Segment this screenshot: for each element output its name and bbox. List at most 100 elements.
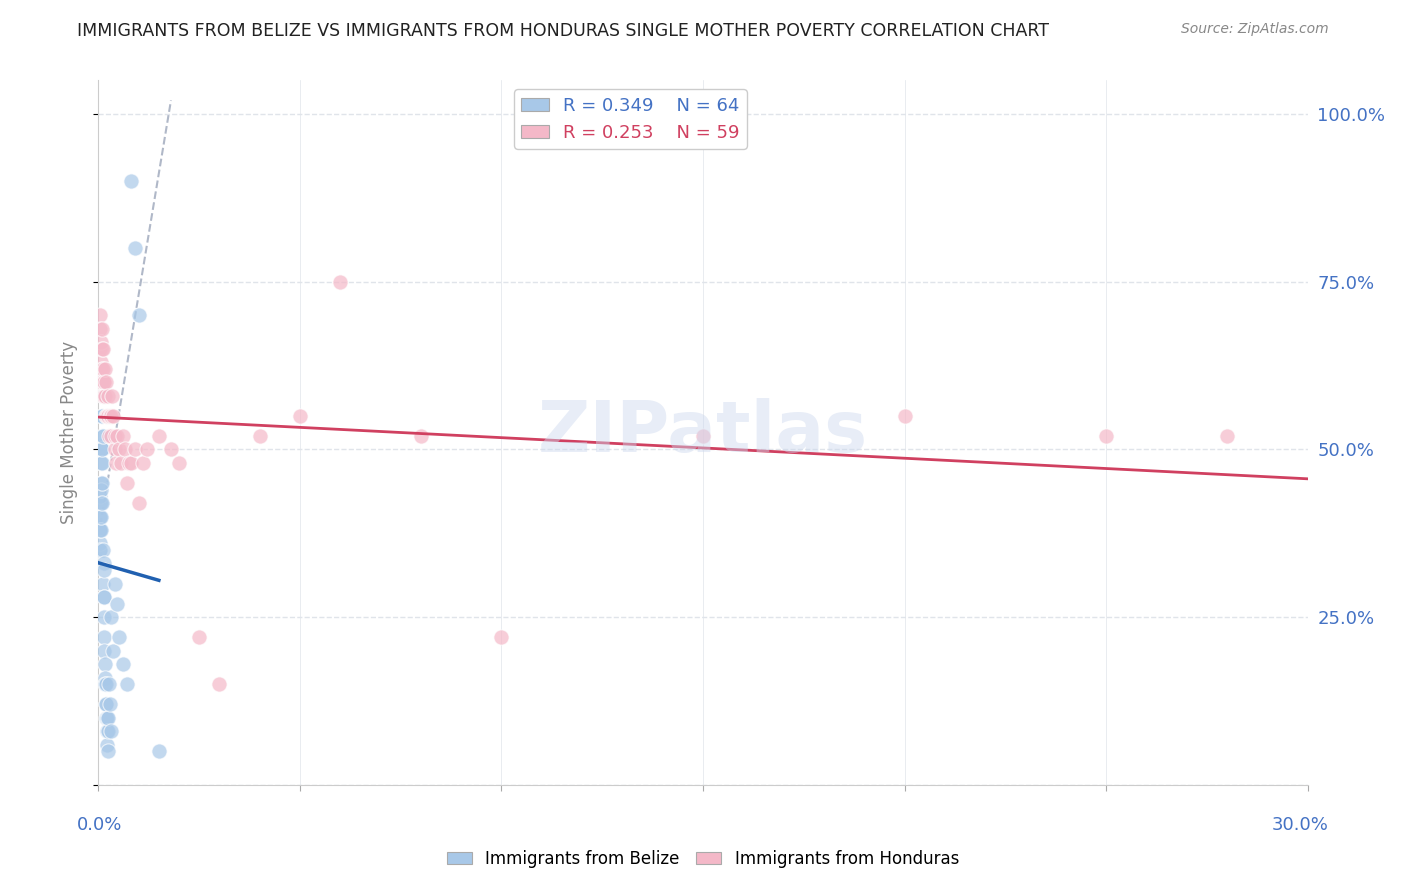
Point — [101, 409, 124, 423]
Point — [93, 557, 115, 571]
Point — [249, 429, 271, 443]
Point — [96, 724, 118, 739]
Point — [94, 657, 117, 672]
Point — [91, 496, 114, 510]
Legend: R = 0.349    N = 64, R = 0.253    N = 59: R = 0.349 N = 64, R = 0.253 N = 59 — [515, 89, 747, 149]
Point — [93, 376, 115, 390]
Point — [160, 442, 183, 457]
Text: IMMIGRANTS FROM BELIZE VS IMMIGRANTS FROM HONDURAS SINGLE MOTHER POVERTY CORRELA: IMMIGRANTS FROM BELIZE VS IMMIGRANTS FRO… — [77, 22, 1049, 40]
Point — [97, 409, 120, 423]
Point — [120, 174, 142, 188]
Point — [97, 724, 120, 739]
Point — [111, 657, 134, 672]
Point — [89, 342, 111, 356]
Point — [208, 677, 231, 691]
Point — [90, 376, 112, 390]
Point — [91, 389, 114, 403]
Point — [96, 409, 118, 423]
Point — [89, 543, 111, 558]
Point — [409, 429, 432, 443]
Point — [91, 342, 114, 356]
Y-axis label: Single Mother Poverty: Single Mother Poverty — [59, 341, 77, 524]
Point — [103, 576, 125, 591]
Text: 0.0%: 0.0% — [77, 816, 122, 834]
Point — [97, 389, 120, 403]
Point — [96, 738, 118, 752]
Point — [91, 376, 114, 390]
Point — [90, 509, 112, 524]
Point — [90, 496, 112, 510]
Point — [491, 630, 513, 644]
Point — [97, 711, 120, 725]
Point — [94, 671, 117, 685]
Point — [120, 456, 142, 470]
Point — [94, 677, 117, 691]
Point — [103, 442, 125, 457]
Point — [94, 409, 117, 423]
Point — [89, 509, 111, 524]
Text: ZIPatlas: ZIPatlas — [538, 398, 868, 467]
Point — [93, 630, 115, 644]
Point — [115, 677, 138, 691]
Point — [148, 429, 170, 443]
Point — [94, 362, 117, 376]
Point — [89, 308, 111, 322]
Point — [91, 543, 114, 558]
Point — [90, 475, 112, 490]
Point — [94, 389, 117, 403]
Point — [124, 241, 146, 255]
Point — [90, 334, 112, 349]
Point — [91, 429, 114, 443]
Point — [107, 630, 129, 644]
Point — [135, 442, 157, 457]
Point — [97, 677, 120, 691]
Point — [101, 389, 124, 403]
Legend: Immigrants from Belize, Immigrants from Honduras: Immigrants from Belize, Immigrants from … — [440, 844, 966, 875]
Point — [96, 711, 118, 725]
Point — [91, 376, 114, 390]
Point — [100, 429, 122, 443]
Point — [90, 475, 112, 490]
Point — [89, 536, 111, 550]
Point — [89, 496, 111, 510]
Point — [93, 376, 115, 390]
Point — [91, 409, 114, 423]
Point — [90, 442, 112, 457]
Point — [115, 475, 138, 490]
Point — [100, 610, 122, 624]
Point — [91, 456, 114, 470]
Point — [89, 523, 111, 537]
Point — [90, 442, 112, 457]
Point — [188, 630, 211, 644]
Point — [101, 644, 124, 658]
Point — [90, 456, 112, 470]
Point — [91, 362, 114, 376]
Point — [94, 698, 117, 712]
Point — [148, 744, 170, 758]
Point — [98, 409, 121, 423]
Point — [91, 389, 114, 403]
Point — [90, 355, 112, 369]
Point — [90, 483, 112, 497]
Point — [93, 389, 115, 403]
Point — [1095, 429, 1118, 443]
Point — [93, 590, 115, 604]
Point — [93, 644, 115, 658]
Point — [893, 409, 915, 423]
Point — [89, 362, 111, 376]
Point — [91, 576, 114, 591]
Point — [90, 409, 112, 423]
Point — [100, 724, 122, 739]
Point — [90, 342, 112, 356]
Point — [91, 429, 114, 443]
Point — [114, 442, 136, 457]
Point — [105, 597, 128, 611]
Point — [167, 456, 190, 470]
Point — [93, 590, 115, 604]
Point — [93, 563, 115, 577]
Point — [100, 409, 122, 423]
Point — [132, 456, 155, 470]
Point — [89, 321, 111, 335]
Point — [89, 509, 111, 524]
Point — [288, 409, 311, 423]
